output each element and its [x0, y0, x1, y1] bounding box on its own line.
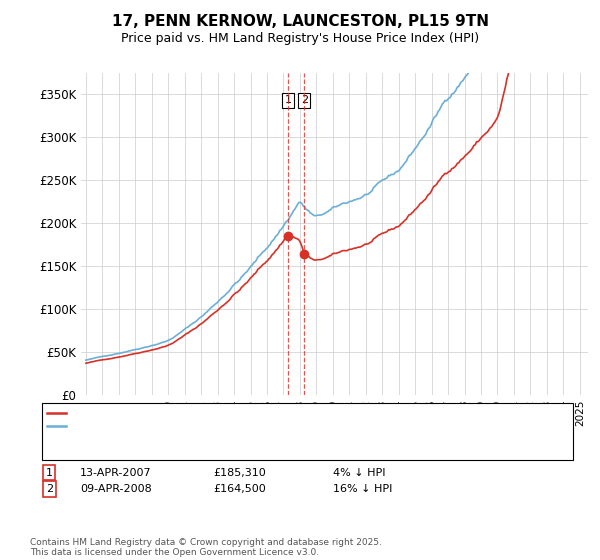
Text: 13-APR-2007: 13-APR-2007 [80, 468, 151, 478]
Text: 09-APR-2008: 09-APR-2008 [80, 484, 152, 494]
Text: 1: 1 [46, 468, 53, 478]
Text: £164,500: £164,500 [213, 484, 266, 494]
Text: 2: 2 [46, 484, 53, 494]
Text: 4% ↓ HPI: 4% ↓ HPI [333, 468, 386, 478]
Text: 17, PENN KERNOW, LAUNCESTON, PL15 9TN: 17, PENN KERNOW, LAUNCESTON, PL15 9TN [112, 14, 488, 29]
Text: £185,310: £185,310 [213, 468, 266, 478]
Text: Price paid vs. HM Land Registry's House Price Index (HPI): Price paid vs. HM Land Registry's House … [121, 32, 479, 45]
Text: Contains HM Land Registry data © Crown copyright and database right 2025.
This d: Contains HM Land Registry data © Crown c… [30, 538, 382, 557]
Text: HPI: Average price, semi-detached house, Cornwall: HPI: Average price, semi-detached house,… [71, 421, 338, 431]
Text: 17, PENN KERNOW, LAUNCESTON, PL15 9TN (semi-detached house): 17, PENN KERNOW, LAUNCESTON, PL15 9TN (s… [71, 408, 426, 418]
Text: 1: 1 [284, 95, 292, 105]
Text: 16% ↓ HPI: 16% ↓ HPI [333, 484, 392, 494]
Text: 2: 2 [301, 95, 308, 105]
